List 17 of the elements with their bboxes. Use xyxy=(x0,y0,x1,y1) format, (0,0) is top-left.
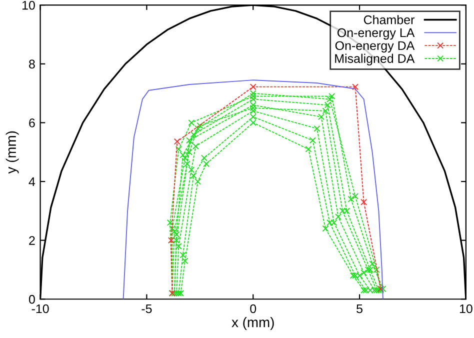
x-tick-label: -10 xyxy=(32,304,49,314)
legend-label: On-energy DA xyxy=(335,41,415,53)
x-axis-title: x (mm) xyxy=(232,317,274,330)
x-tick-label: 5 xyxy=(356,304,362,314)
legend-label: Chamber xyxy=(364,15,414,24)
legend-label: On-energy LA xyxy=(337,28,415,40)
y-tick-label: 8 xyxy=(29,60,35,69)
x-tick-label: 10 xyxy=(460,304,472,314)
y-tick-label: 10 xyxy=(22,0,35,10)
y-tick-label: 6 xyxy=(29,118,35,128)
y-tick-label: 4 xyxy=(28,177,36,186)
legend-label: Misaligned DA xyxy=(335,54,415,66)
x-tick-label: -5 xyxy=(142,304,152,314)
y-tick-label: 0 xyxy=(28,294,35,304)
y-tick-label: 2 xyxy=(29,236,35,245)
y-axis-title: y (mm) xyxy=(6,131,19,174)
x-tick-label: 0 xyxy=(250,304,256,314)
